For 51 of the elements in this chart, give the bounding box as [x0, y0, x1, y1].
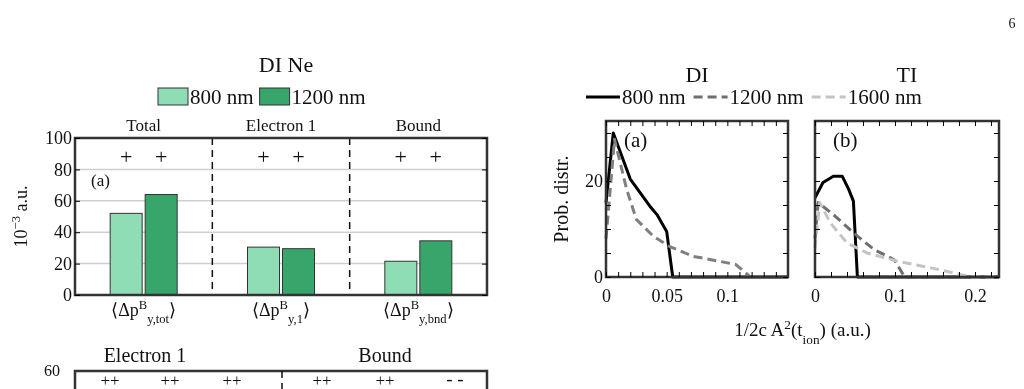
- annotation: +: [394, 144, 408, 169]
- legend-label: 1200 nm: [729, 85, 804, 109]
- y-tick-label: 80: [54, 159, 72, 180]
- annotation: +: [429, 144, 443, 169]
- chart-title: DI: [685, 62, 709, 87]
- text: 6: [1008, 16, 1016, 31]
- y-tick-label: 40: [54, 222, 72, 243]
- annotation: +: [154, 144, 168, 169]
- x-tick-label: 0.1: [716, 285, 740, 306]
- x-tick-label: ⟨Δp$^{B}$$_{y,bnd}$⟩: [383, 298, 454, 326]
- legend-label: 1600 nm: [847, 85, 922, 109]
- x-axis-title: 1/2c A$^{2}$(t$_{ion}$) (a.u.): [734, 316, 871, 347]
- annotation: +: [292, 144, 305, 169]
- y-tick-label: 100: [45, 128, 72, 149]
- legend-label: 800 nm: [622, 85, 686, 109]
- bar: [144, 194, 178, 296]
- y-tick-label: 20: [54, 253, 72, 274]
- text: Electron 1: [245, 116, 317, 135]
- x-tick-label: 0.1: [884, 285, 907, 306]
- chart-title: TI: [896, 62, 918, 87]
- text: ++: [100, 371, 120, 389]
- annotation: (a): [624, 128, 648, 152]
- legend-label: 1200 nm: [291, 85, 366, 109]
- text: ++: [375, 371, 395, 389]
- y-axis-title: Prob. distr.: [550, 155, 572, 243]
- text: ++: [160, 371, 180, 389]
- bar: [247, 246, 280, 296]
- x-tick-label: ⟨Δp$^{B}$$_{y,1}$⟩: [252, 298, 310, 326]
- text: - -: [446, 368, 464, 389]
- annotation: +: [119, 144, 133, 169]
- annotation: (a): [91, 171, 110, 190]
- text: Total: [126, 116, 162, 135]
- annotation: +: [257, 144, 270, 169]
- x-tick-label: 0: [811, 285, 820, 306]
- text: Bound: [395, 116, 442, 135]
- bar: [419, 240, 453, 296]
- bar: [109, 212, 143, 296]
- bar: [384, 260, 418, 296]
- y-tick-label: 60: [54, 191, 72, 212]
- x-tick-label: 0.2: [964, 285, 987, 306]
- text: ++: [222, 371, 242, 389]
- text: ++: [312, 371, 332, 389]
- text: Electron 1: [103, 344, 187, 366]
- chart-title: DI Ne: [258, 52, 314, 77]
- x-tick-label: 0.05: [651, 285, 683, 306]
- text: Bound: [358, 344, 412, 366]
- annotation: (b): [833, 128, 858, 152]
- y-tick-label: 20: [585, 171, 603, 192]
- bar: [282, 248, 315, 296]
- x-tick-label: ⟨Δp$^{B}$$_{y,tot}$⟩: [111, 298, 177, 326]
- legend-label: 800 nm: [190, 85, 254, 109]
